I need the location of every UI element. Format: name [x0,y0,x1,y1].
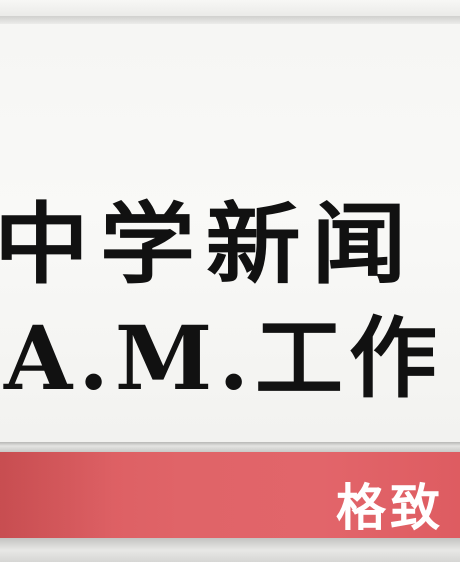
sign-frame-bottom [0,538,460,562]
sign-title-line-1: 中学新闻 [0,192,418,296]
wall-background [0,0,460,18]
sign-white-panel: 中学新闻 A.M.工作 [0,24,460,442]
sign-red-band: 格致 [0,452,460,538]
sign-title-line-2: A.M.工作 [4,306,443,410]
sign-divider-strip [0,442,460,452]
sign-frame-top [0,16,460,24]
sign-band-text: 格致 [336,479,444,537]
